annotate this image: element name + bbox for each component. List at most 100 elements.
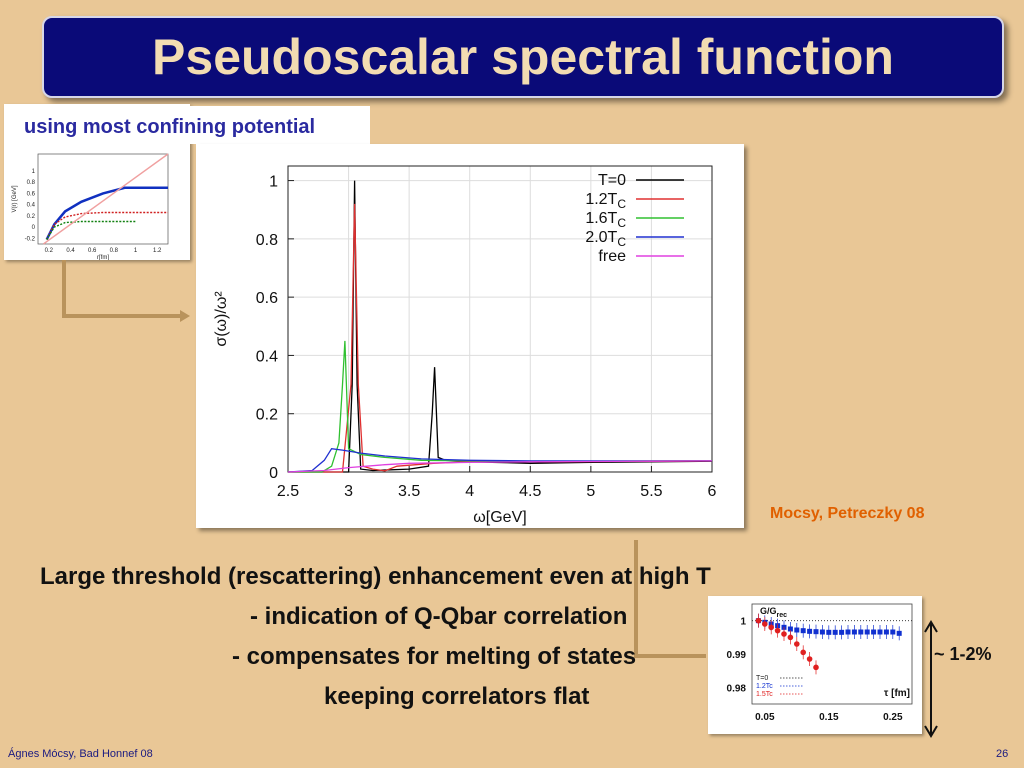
- y-tick-label: 0: [269, 465, 278, 482]
- ratio-point-circle: [794, 641, 800, 647]
- ratio-point-square: [896, 630, 902, 636]
- thumb-series-red: [46, 211, 168, 240]
- x-tick-label: 4.5: [519, 483, 541, 500]
- series-line-free: [287, 460, 713, 473]
- spectral-function-plot: 2.5 3 3.5 4 4.5 5 5.5 6 0 0.2 0.4 0.6 0.8 1 ω[GeV] σ(ω)…: [213, 165, 717, 526]
- thumb-y-axis-label: V(r) [GeV]: [12, 185, 18, 212]
- ratio-point-circle: [806, 656, 813, 662]
- ratio-x-axis-label: τ [fm]: [884, 688, 910, 699]
- legend-label: 1.6TC: [585, 210, 626, 230]
- y-tick-label: 0.4: [256, 348, 278, 365]
- y-tick-label: 0.8: [256, 232, 278, 249]
- ratio-x-tick-label: 0.25: [883, 712, 903, 723]
- y-tick-label: 0.2: [256, 407, 278, 424]
- ratio-point-square: [800, 628, 806, 634]
- potential-plot: 0.2 0.4 0.6 0.8 1 1.2 -0.2 0 0.2 0.4 0.6 0.8 1 r[fm] V…: [12, 153, 169, 261]
- thumb-y-tick-label: 0.4: [27, 203, 36, 209]
- legend-label: T=0: [598, 172, 626, 189]
- ratio-point-circle: [755, 617, 762, 624]
- page-number: 26: [996, 748, 1009, 760]
- thumb-frame: [37, 153, 169, 245]
- ratio-point-square: [890, 629, 896, 635]
- x-tick-label: 4: [465, 483, 474, 500]
- legend-label: 2.0TC: [585, 229, 626, 249]
- x-tick-label: 6: [708, 483, 717, 500]
- ratio-y-tick-label: 0.98: [727, 683, 747, 694]
- correlator-ratio-thumbnail: G/Grec 0.05 0.15 0.25 0.98 0.99 1 τ [fm] T=0 1.2T…: [708, 596, 922, 734]
- legend-label: free: [598, 248, 626, 265]
- ratio-legend-label: 1.2Tc: [756, 683, 773, 690]
- body-line-4: keeping correlators flat: [324, 683, 590, 710]
- thumb-y-tick-label: 0: [32, 225, 36, 231]
- y-tick-label: 1: [269, 174, 278, 191]
- ratio-point-square: [864, 629, 870, 635]
- ratio-point-square: [871, 629, 877, 635]
- ratio-point-square: [858, 629, 864, 635]
- correlator-ratio-plot: G/Grec 0.05 0.15 0.25 0.98 0.99 1 τ [fm] T=01.2T…: [727, 603, 913, 723]
- ratio-point-square: [813, 629, 819, 635]
- ratio-point-square: [839, 629, 845, 635]
- ratio-point-circle: [762, 621, 768, 627]
- thumb-x-tick-label: 0.2: [45, 248, 54, 254]
- footer-author: Ágnes Mócsy, Bad Honnef 08: [8, 748, 153, 760]
- title-bar: Pseudoscalar spectral function: [42, 16, 1004, 98]
- series-line-1.2Tc: [288, 203, 713, 473]
- subtitle-box: using most confining potential: [8, 106, 370, 144]
- ratio-point-circle: [768, 624, 774, 631]
- ratio-point-square: [877, 629, 883, 635]
- x-axis-label: ω[GeV]: [473, 509, 526, 526]
- legend-label: 1.2TC: [585, 191, 626, 211]
- x-tick-label: 3.5: [398, 483, 420, 500]
- ratio-point-circle: [774, 627, 781, 634]
- ratio-y-tick-label: 1: [740, 617, 746, 628]
- y-axis-label: σ(ω)/ω²: [213, 291, 230, 347]
- ratio-point-square: [845, 629, 851, 635]
- range-label: ~ 1-2%: [934, 644, 992, 664]
- plot-frame: [287, 165, 713, 473]
- body-line-3: - compensates for melting of states: [232, 643, 637, 670]
- ratio-point-circle: [781, 631, 787, 637]
- ratio-point-square: [832, 629, 838, 635]
- x-tick-label: 5: [586, 483, 595, 500]
- ratio-y-tick-label: 0.99: [727, 650, 747, 661]
- ratio-point-square: [819, 629, 825, 635]
- ratio-title: G/Grec: [760, 606, 787, 619]
- ratio-point-square: [787, 626, 793, 632]
- ratio-x-tick-label: 0.15: [819, 712, 839, 723]
- ratio-frame: [751, 603, 913, 705]
- thumb-x-tick-label: 0.6: [88, 248, 97, 254]
- ratio-x-tick-label: 0.05: [755, 712, 775, 723]
- thumb-y-tick-label: 0.8: [27, 180, 36, 186]
- x-tick-label: 5.5: [640, 483, 662, 500]
- thumb-x-tick-label: 1: [134, 248, 138, 254]
- ratio-point-square: [851, 629, 857, 635]
- y-tick-label: 0.6: [256, 290, 278, 307]
- ratio-point-square: [807, 628, 813, 634]
- citation: Mocsy, Petreczky 08: [770, 505, 925, 522]
- thumb-y-tick-label: 1: [32, 169, 36, 175]
- spectral-function-chart: 2.5 3 3.5 4 4.5 5 5.5 6 0 0.2 0.4 0.6 0.8 1 ω[GeV] σ(ω)…: [196, 144, 744, 528]
- thumb-series-blue: [45, 186, 168, 241]
- body-line-1: Large threshold (rescattering) enhanceme…: [40, 563, 711, 590]
- thumb-x-tick-label: 1.2: [153, 248, 162, 254]
- thumb-y-tick-label: 0.2: [27, 214, 36, 220]
- body-line-2: - indication of Q-Qbar correlation: [250, 603, 628, 630]
- ratio-point-square: [826, 629, 832, 635]
- page-title: Pseudoscalar spectral function: [152, 29, 894, 85]
- ratio-point-square: [794, 627, 800, 633]
- thumb-series-pink: [42, 153, 169, 245]
- ratio-legend-label: T=0: [756, 675, 768, 682]
- thumb-x-tick-label: 0.4: [66, 248, 75, 254]
- x-tick-label: 2.5: [277, 483, 299, 500]
- range-double-arrow: [924, 620, 938, 738]
- ratio-point-circle: [787, 634, 794, 641]
- ratio-point-circle: [813, 664, 819, 671]
- thumb-y-tick-label: 0.6: [27, 191, 36, 197]
- thumb-series-green: [46, 220, 136, 240]
- ratio-point-circle: [800, 649, 806, 656]
- thumb-y-tick-label: -0.2: [25, 236, 36, 242]
- subtitle: using most confining potential: [24, 116, 316, 138]
- connector-arrow: [62, 260, 190, 322]
- connector-arrow-2: [634, 540, 706, 658]
- series-line-2.0Tc: [287, 448, 712, 473]
